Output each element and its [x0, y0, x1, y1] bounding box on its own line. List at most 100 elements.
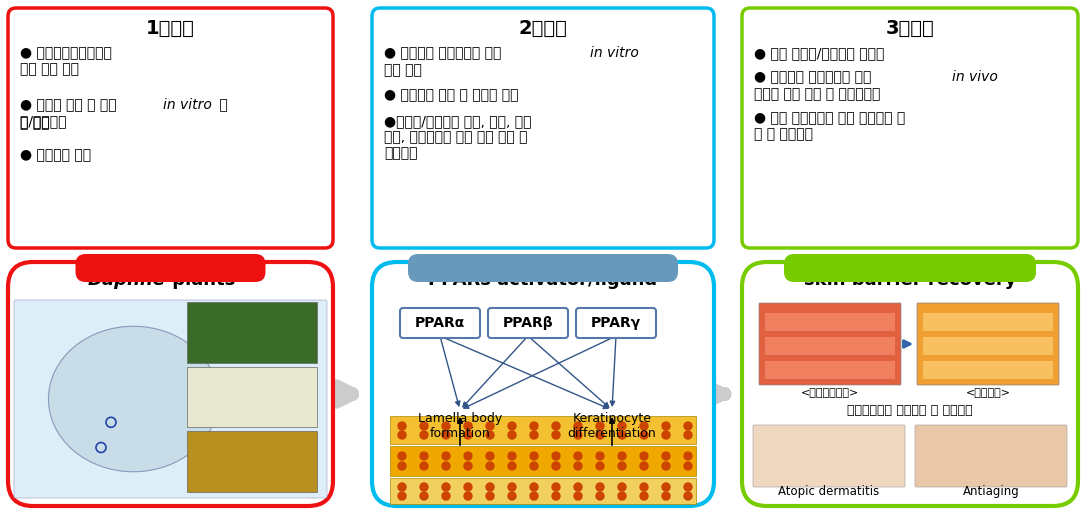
- Text: Lamella body
formation: Lamella body formation: [418, 412, 502, 440]
- Circle shape: [618, 422, 626, 430]
- Bar: [923, 337, 1053, 355]
- Text: Atopic dermatitis: Atopic dermatitis: [779, 485, 880, 498]
- Text: skin barrier recovery: skin barrier recovery: [804, 271, 1016, 289]
- Circle shape: [662, 462, 670, 470]
- Circle shape: [574, 422, 582, 430]
- Circle shape: [640, 422, 648, 430]
- Circle shape: [442, 462, 450, 470]
- Circle shape: [464, 431, 472, 439]
- Circle shape: [530, 462, 538, 470]
- FancyBboxPatch shape: [14, 300, 327, 498]
- FancyBboxPatch shape: [372, 262, 714, 506]
- Circle shape: [397, 422, 406, 430]
- Circle shape: [508, 483, 516, 491]
- Circle shape: [508, 462, 516, 470]
- Circle shape: [596, 492, 604, 500]
- FancyBboxPatch shape: [8, 8, 333, 248]
- Text: ● 유효성분 규명 및 분석법 확립: ● 유효성분 규명 및 분석법 확립: [384, 88, 518, 102]
- Text: <피부장벽이상>: <피부장벽이상>: [800, 388, 859, 398]
- Circle shape: [508, 431, 516, 439]
- Circle shape: [530, 492, 538, 500]
- Circle shape: [487, 422, 494, 430]
- Circle shape: [684, 452, 692, 460]
- Circle shape: [596, 462, 604, 470]
- Circle shape: [487, 431, 494, 439]
- Bar: [390, 446, 696, 476]
- Text: Antiaging: Antiaging: [962, 485, 1020, 498]
- Circle shape: [442, 452, 450, 460]
- Circle shape: [530, 483, 538, 491]
- Circle shape: [420, 422, 428, 430]
- Bar: [390, 416, 696, 444]
- Text: plants: plants: [166, 271, 236, 289]
- Circle shape: [487, 452, 494, 460]
- Bar: [923, 313, 1053, 331]
- Text: 1차년도: 1차년도: [146, 19, 195, 38]
- Text: 활: 활: [215, 98, 228, 112]
- Circle shape: [464, 492, 472, 500]
- Circle shape: [397, 483, 406, 491]
- Circle shape: [397, 452, 406, 460]
- FancyBboxPatch shape: [759, 303, 901, 385]
- FancyBboxPatch shape: [372, 8, 714, 248]
- Circle shape: [618, 483, 626, 491]
- Circle shape: [508, 422, 516, 430]
- FancyBboxPatch shape: [576, 308, 656, 338]
- Circle shape: [464, 462, 472, 470]
- Text: ●추출물/분획물의 효능, 기전, 유효: ●추출물/분획물의 효능, 기전, 유효: [384, 114, 531, 128]
- FancyBboxPatch shape: [915, 425, 1068, 487]
- Circle shape: [662, 422, 670, 430]
- Circle shape: [552, 483, 560, 491]
- Circle shape: [487, 462, 494, 470]
- Bar: [765, 361, 895, 379]
- Circle shape: [552, 452, 560, 460]
- Circle shape: [684, 462, 692, 470]
- Circle shape: [487, 483, 494, 491]
- Text: 료 및 기술이전: 료 및 기술이전: [754, 127, 813, 141]
- Circle shape: [596, 431, 604, 439]
- Circle shape: [574, 492, 582, 500]
- Circle shape: [640, 483, 648, 491]
- Circle shape: [574, 452, 582, 460]
- Circle shape: [552, 462, 560, 470]
- Circle shape: [420, 462, 428, 470]
- Circle shape: [596, 422, 604, 430]
- Circle shape: [420, 431, 428, 439]
- Bar: [390, 478, 696, 504]
- FancyBboxPatch shape: [408, 254, 678, 282]
- Text: 2차년도: 2차년도: [518, 19, 568, 38]
- Circle shape: [662, 431, 670, 439]
- Circle shape: [464, 422, 472, 430]
- Circle shape: [640, 431, 648, 439]
- FancyBboxPatch shape: [784, 254, 1036, 282]
- Bar: [187, 366, 317, 427]
- Text: 성분, 추출조건에 대한 특허 출원 및: 성분, 추출조건에 대한 특허 출원 및: [384, 130, 528, 144]
- Circle shape: [397, 462, 406, 470]
- Circle shape: [442, 483, 450, 491]
- Circle shape: [487, 492, 494, 500]
- FancyBboxPatch shape: [742, 262, 1078, 506]
- Circle shape: [397, 431, 406, 439]
- FancyBboxPatch shape: [917, 303, 1059, 385]
- Circle shape: [574, 431, 582, 439]
- Circle shape: [530, 452, 538, 460]
- Circle shape: [464, 452, 472, 460]
- Bar: [765, 337, 895, 355]
- Circle shape: [420, 483, 428, 491]
- Text: <정상피부>: <정상피부>: [965, 388, 1010, 398]
- Text: ● 해양생물소재센터로
부터 원료 확보: ● 해양생물소재센터로 부터 원료 확보: [20, 46, 112, 76]
- Bar: [923, 361, 1053, 379]
- Text: ● 활성 추출물/분획물의 표준화: ● 활성 추출물/분획물의 표준화: [754, 46, 884, 60]
- Text: in vivo: in vivo: [952, 70, 998, 84]
- Circle shape: [662, 452, 670, 460]
- Text: ● 최종 후보소재에 대한 특허등록 완: ● 최종 후보소재에 대한 특허등록 완: [754, 111, 906, 125]
- FancyBboxPatch shape: [400, 308, 480, 338]
- FancyBboxPatch shape: [8, 262, 333, 506]
- Circle shape: [574, 483, 582, 491]
- Circle shape: [397, 492, 406, 500]
- Circle shape: [508, 492, 516, 500]
- Circle shape: [684, 431, 692, 439]
- Circle shape: [508, 452, 516, 460]
- Text: ● 최적화된 활성소재에 대한: ● 최적화된 활성소재에 대한: [384, 46, 506, 60]
- Text: ● 최적화된 활성소재에 대한: ● 최적화된 활성소재에 대한: [754, 70, 875, 84]
